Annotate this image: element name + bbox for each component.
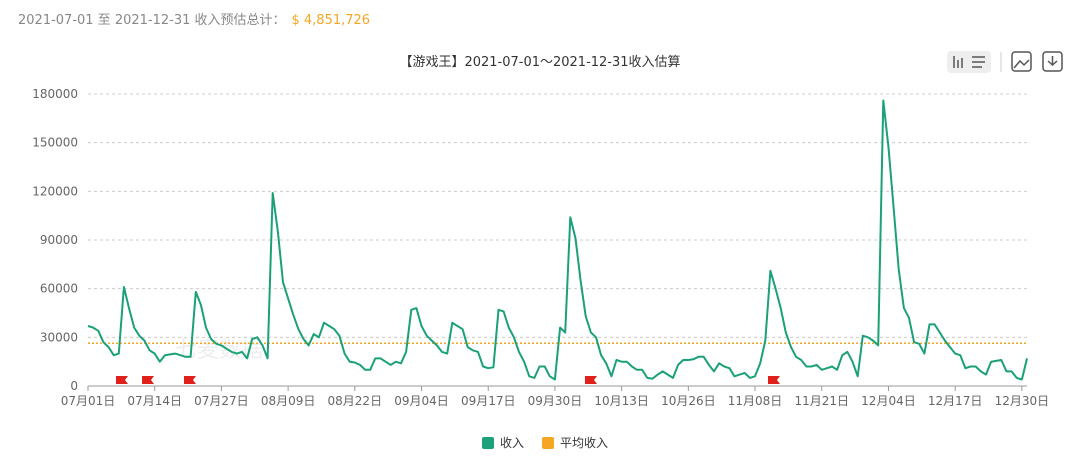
x-tick-label: 08月09日 <box>261 394 316 408</box>
y-tick-label: 60000 <box>40 282 78 296</box>
x-tick-label: 10月13日 <box>594 394 649 408</box>
y-tick-label: 30000 <box>40 330 78 344</box>
revenue-line <box>87 99 1028 381</box>
y-tick-label: 150000 <box>32 136 78 150</box>
x-tick-label: 07月27日 <box>194 394 249 408</box>
image-button[interactable] <box>1011 51 1032 72</box>
y-tick-label: 90000 <box>40 233 78 247</box>
x-tick-label: 09月17日 <box>461 394 516 408</box>
y-tick-label: 120000 <box>32 184 78 198</box>
y-tick-label: 0 <box>70 379 78 393</box>
flag <box>116 376 128 388</box>
x-tick-label: 12月04日 <box>861 394 916 408</box>
flag <box>142 376 154 388</box>
legend-label: 收入 <box>500 436 524 450</box>
x-tick-label: 12月30日 <box>995 394 1050 408</box>
chart-title: 【游戏王】2021-07-01～2021-12-31收入估算 <box>399 55 680 70</box>
x-tick-label: 10月26日 <box>661 394 716 408</box>
x-tick-label: 07月01日 <box>61 394 116 408</box>
x-tick-label: 12月17日 <box>928 394 983 408</box>
flag <box>585 376 597 388</box>
summary: 2021-07-01 至 2021-12-31 收入预估总计： $ 4,851,7… <box>18 9 370 28</box>
legend-swatch <box>482 437 494 449</box>
summary-text: 2021-07-01 至 2021-12-31 收入预估总计： <box>18 13 286 28</box>
legend-label: 平均收入 <box>560 436 608 450</box>
y-tick-label: 180000 <box>32 87 78 101</box>
event-flags <box>116 376 780 388</box>
x-tick-label: 09月04日 <box>394 394 449 408</box>
download-button[interactable] <box>1042 51 1063 72</box>
x-tick-label: 11月21日 <box>794 394 849 408</box>
x-tick-label: 07月14日 <box>127 394 182 408</box>
flag <box>184 376 196 388</box>
legend-swatch <box>542 437 555 449</box>
flag <box>768 376 780 388</box>
x-tick-label: 09月30日 <box>528 394 583 408</box>
summary-total: $ 4,851,726 <box>291 13 371 28</box>
x-tick-label: 08月22日 <box>328 394 383 408</box>
x-tick-label: 11月08日 <box>728 394 783 408</box>
toolbar <box>947 51 1063 73</box>
